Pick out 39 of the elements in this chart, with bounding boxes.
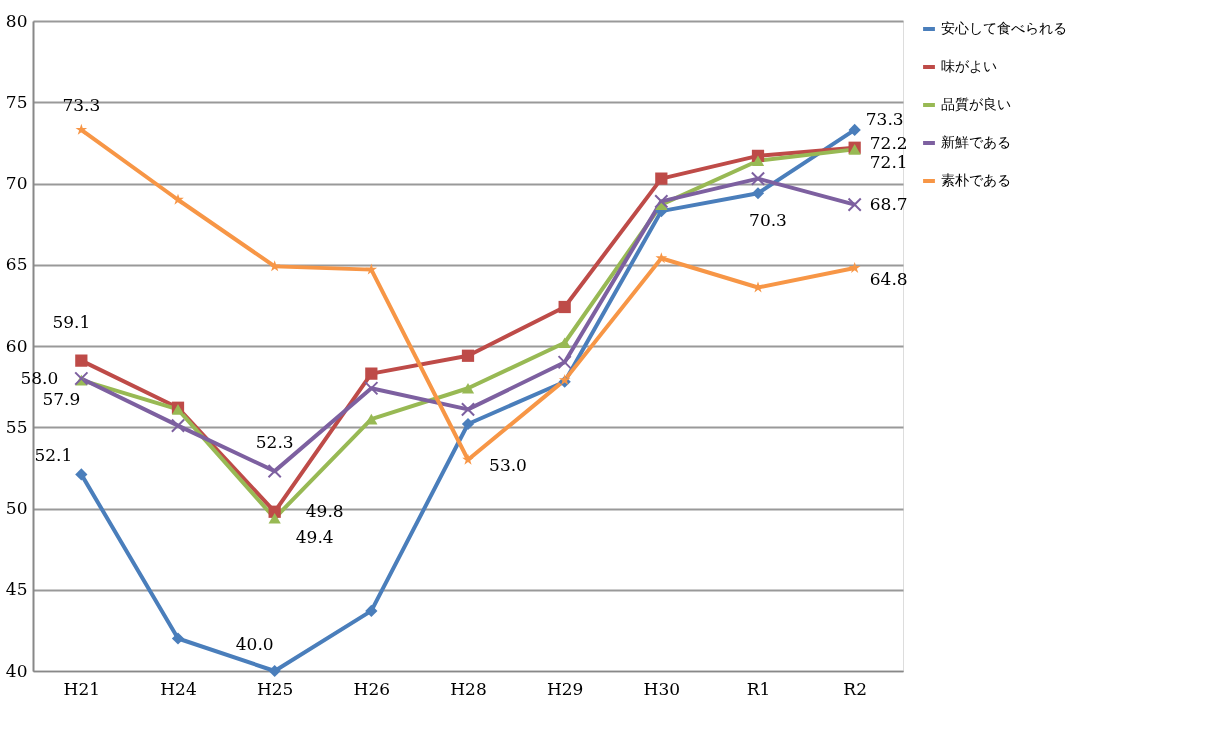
y-tick-label: 55	[5, 416, 28, 437]
data-label: 72.1	[869, 152, 908, 173]
data-label: 52.3	[255, 432, 294, 453]
x-tick-label: H26	[353, 678, 391, 699]
x-tick-label: H29	[546, 678, 584, 699]
y-tick-label: 50	[5, 498, 28, 518]
data-label: 40.0	[235, 634, 274, 654]
x-tick-label: H24	[160, 678, 197, 699]
legend-label: 味がよい	[941, 58, 997, 74]
x-tick-label: R1	[746, 678, 771, 699]
x-tick-label: H21	[63, 678, 101, 699]
data-label: 53.0	[489, 454, 527, 475]
data-label: 72.2	[869, 132, 908, 153]
y-tick-label: 40	[5, 660, 28, 681]
data-label: 49.8	[305, 500, 344, 521]
data-label: 64.8	[869, 269, 908, 289]
data-label: 49.4	[295, 527, 334, 548]
data-label: 68.7	[869, 193, 908, 214]
x-tick-label: R2	[843, 678, 867, 699]
x-tick-label: H30	[643, 678, 681, 699]
y-tick-label: 65	[5, 254, 28, 275]
data-label: 57.9	[42, 389, 81, 410]
x-tick-label: H28	[450, 678, 487, 699]
y-tick-label: 75	[5, 91, 28, 112]
legend-label: 品質が良い	[941, 96, 1011, 112]
data-label: 73.3	[865, 108, 904, 129]
y-tick-label: 60	[5, 335, 28, 356]
legend-label: 素朴である	[941, 172, 1011, 188]
x-tick-label: H25	[256, 678, 294, 699]
data-label: 70.3	[749, 209, 787, 230]
legend-label: 新鮮である	[941, 134, 1011, 150]
legend-label: 安心して食べられる	[941, 20, 1067, 36]
y-tick-label: 70	[5, 173, 28, 193]
data-label: 52.1	[34, 445, 73, 466]
y-tick-label: 45	[5, 579, 28, 600]
data-label: 59.1	[52, 311, 91, 332]
data-label: 58.0	[20, 367, 59, 388]
y-tick-label: 80	[5, 10, 28, 31]
data-label: 73.3	[62, 94, 101, 115]
